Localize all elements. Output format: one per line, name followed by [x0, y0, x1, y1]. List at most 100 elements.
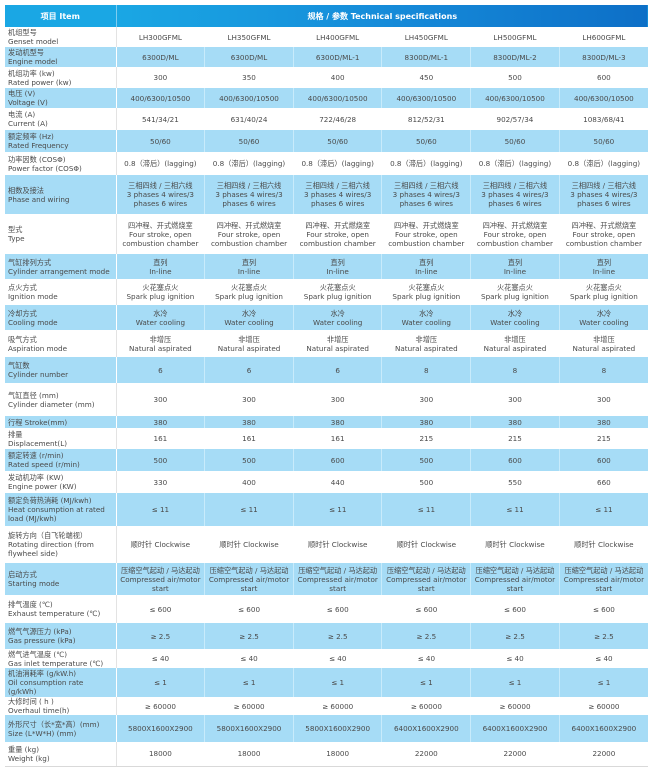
cell-text: Water cooling: [224, 317, 274, 327]
spec-cell: ≤ 1: [381, 668, 472, 697]
row-label-en: Type: [8, 234, 25, 243]
cell-text: 非增压: [415, 334, 438, 344]
table-row: 排量 Displacement(L) 161 161 161 215 215 215: [5, 428, 648, 449]
cell-text: 500: [153, 455, 168, 465]
cell-text: ≤ 40: [151, 654, 170, 663]
spec-cell: 450: [381, 67, 472, 88]
spec-cell: 50/60: [470, 130, 560, 152]
spec-cell: 8300D/ML-3: [559, 47, 648, 67]
table-row: 启动方式 Starting mode 压缩空气起动 / 马达起动 Compressed…: [5, 563, 648, 595]
cell-text: 600: [597, 455, 611, 465]
row-label-en: Power factor (COSΦ): [8, 163, 82, 173]
table-row: 燃气气源压力 (kPa) Gas pressure (kPa) ≥ 2.5 ≥ 2.5…: [5, 623, 648, 649]
spec-cell: 压缩空气起动 / 马达起动 Compressed air/motor start: [381, 563, 472, 595]
spec-cell: 直列 In-line: [116, 254, 206, 279]
cell-text: 3 phases 4 wires/3: [392, 190, 460, 199]
cell-text: 四冲程、开式燃烧室: [128, 220, 193, 230]
cell-text: ≥ 2.5: [505, 631, 525, 641]
cell-text: 400: [330, 73, 345, 82]
row-label-zh: 相数及接法: [8, 185, 44, 195]
cell-text: LH450GFML: [404, 32, 448, 42]
cell-text: 300: [597, 395, 611, 404]
spec-cell: 三相四线 / 三相六线 3 phases 4 wires/3 phases 6 wi…: [559, 175, 648, 214]
cell-text: 直列: [330, 257, 345, 267]
spec-cell: 6: [293, 357, 383, 383]
cell-text: ≤ 600: [503, 604, 526, 614]
cell-text: Water cooling: [490, 317, 540, 327]
spec-cell: LH350GFML: [204, 27, 294, 47]
cell-text: ≤ 40: [328, 654, 347, 663]
spec-cell: 631/40/24: [204, 108, 294, 130]
spec-cell: 812/52/31: [381, 108, 472, 130]
row-label-zh: 机组型号: [8, 28, 37, 37]
spec-cell: 三相四线 / 三相六线 3 phases 4 wires/3 phases 6 wi…: [204, 175, 294, 214]
spec-cell: 0.8（滞后）(lagging): [116, 152, 206, 175]
cell-text: 380: [419, 417, 434, 427]
cell-text: 400: [242, 477, 256, 487]
spec-cell: ≤ 11: [559, 493, 648, 526]
spec-cell: ≤ 600: [381, 595, 472, 623]
spec-cell: ≥ 60000: [293, 697, 383, 715]
spec-cell: ≤ 600: [470, 595, 560, 623]
spec-cell: 水冷 Water cooling: [559, 305, 648, 330]
spec-cell: 四冲程、开式燃烧室 Four stroke, open combustion cha…: [204, 214, 294, 254]
cell-text: 50/60: [415, 136, 437, 146]
cell-text: 四冲程、开式燃烧室: [216, 220, 282, 230]
cell-text: LH600GFML: [582, 32, 626, 42]
spec-cell: ≤ 11: [381, 493, 472, 526]
table-row: 气缸数 Cylinder number 6 6 6 8 8 8: [5, 357, 648, 383]
cell-text: 压缩空气起动 / 马达起动: [209, 565, 289, 575]
spec-cell: 火花塞点火 Spark plug ignition: [116, 279, 206, 305]
cell-text: Natural aspirated: [306, 343, 369, 353]
cell-text: 631/40/24: [230, 114, 268, 124]
spec-cell: ≤ 600: [204, 595, 294, 623]
row-label: 发动机功率 (KW) Engine power (KW): [5, 471, 117, 493]
cell-text: ≥ 60000: [588, 701, 620, 711]
cell-text: ≤ 600: [326, 604, 349, 614]
row-label: 大修时间 ( h ) Overhaul time(h): [5, 697, 117, 715]
spec-cell: 压缩空气起动 / 马达起动 Compressed air/motor start: [470, 563, 560, 595]
spec-cell: 300: [559, 383, 648, 416]
cell-text: 水冷: [507, 308, 523, 318]
cell-text: 50/60: [150, 136, 171, 146]
cell-text: 0.8（滞后）(lagging): [212, 159, 286, 168]
row-label-zh: 燃气气源压力 (kPa): [8, 627, 72, 636]
cell-text: Spark plug ignition: [569, 292, 638, 301]
cell-text: Four stroke, open: [394, 229, 458, 239]
cell-text: ≤ 11: [417, 505, 436, 514]
spec-cell: 5800X1600X2900: [116, 715, 206, 742]
spec-cell: 300: [204, 383, 294, 416]
row-label-en: Current (A): [8, 119, 48, 128]
row-label-en: Rated power (kw): [8, 77, 72, 87]
cell-text: 812/52/31: [407, 114, 445, 124]
header-item: 项目 Item: [5, 5, 117, 27]
row-label: 吸气方式 Aspiration mode: [5, 330, 117, 357]
cell-text: Spark plug ignition: [392, 292, 461, 301]
table-row: 气缸直径 (mm) Cylinder diameter (mm) 300 300 300…: [5, 383, 648, 416]
cell-text: 18000: [237, 749, 261, 759]
row-label-en: Weight (kg): [8, 753, 50, 763]
spec-cell: 440: [293, 471, 383, 493]
row-label-en: Ignition mode: [8, 292, 58, 301]
row-label-zh: 机油消耗率 (g/kW.h): [8, 669, 77, 678]
cell-text: start: [329, 583, 347, 593]
row-label-zh: 机组功率 (kw): [8, 68, 55, 78]
cell-text: combustion chamber: [476, 238, 553, 248]
cell-text: ≥ 60000: [322, 701, 354, 711]
row-label-zh: 外形尺寸（长*宽*高）(mm): [8, 719, 100, 729]
spec-cell: 水冷 Water cooling: [293, 305, 383, 330]
cell-text: 3 phases 4 wires/3: [126, 190, 195, 199]
cell-text: ≥ 2.5: [239, 631, 259, 641]
row-label-en: Displacement(L): [8, 438, 68, 448]
row-label-zh: 旋转方向（自飞轮端视）: [8, 531, 88, 540]
row-label-zh: 电流 (A): [8, 110, 36, 119]
cell-text: 6300D/ML: [230, 52, 268, 62]
table-row: 电流 (A) Current (A) 541/34/21 631/40/24 722/4…: [5, 108, 648, 130]
cell-text: 215: [508, 434, 522, 443]
cell-text: 顺时针 Clockwise: [307, 540, 368, 549]
table-row: 额定频率 (Hz) Rated Frequency 50/60 50/60 50/60 5…: [5, 130, 648, 152]
spec-cell: 500: [204, 449, 294, 471]
row-label-en: Gas inlet temperature (℃): [8, 658, 104, 668]
row-label: 点火方式 Ignition mode: [5, 279, 117, 305]
spec-cell: 6: [204, 357, 294, 383]
